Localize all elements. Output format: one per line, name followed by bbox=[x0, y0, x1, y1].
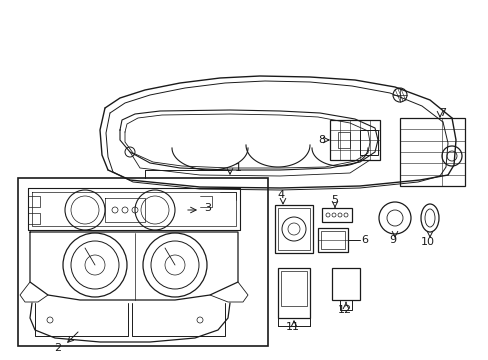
Text: 10: 10 bbox=[420, 237, 434, 247]
Text: 8: 8 bbox=[318, 135, 325, 145]
Text: 4: 4 bbox=[277, 190, 284, 200]
Bar bbox=[278, 208, 309, 250]
Text: 6: 6 bbox=[361, 235, 368, 245]
Text: 7: 7 bbox=[439, 108, 446, 118]
Text: 3: 3 bbox=[204, 203, 211, 213]
Bar bbox=[320, 231, 345, 249]
Bar bbox=[321, 208, 351, 222]
Text: 12: 12 bbox=[337, 305, 351, 315]
Bar bbox=[278, 268, 309, 318]
Bar bbox=[18, 178, 267, 346]
Text: 2: 2 bbox=[54, 343, 61, 353]
Bar bbox=[274, 205, 312, 253]
Bar bbox=[339, 300, 351, 310]
Text: 9: 9 bbox=[388, 235, 396, 245]
Bar bbox=[281, 271, 306, 306]
Text: 5: 5 bbox=[331, 195, 338, 205]
Bar bbox=[329, 120, 379, 160]
Bar bbox=[399, 118, 464, 186]
Text: 1: 1 bbox=[234, 163, 241, 173]
Bar bbox=[359, 130, 377, 155]
Bar bbox=[331, 268, 359, 300]
Bar bbox=[337, 132, 349, 148]
Text: 11: 11 bbox=[285, 322, 299, 332]
Bar bbox=[317, 228, 347, 252]
